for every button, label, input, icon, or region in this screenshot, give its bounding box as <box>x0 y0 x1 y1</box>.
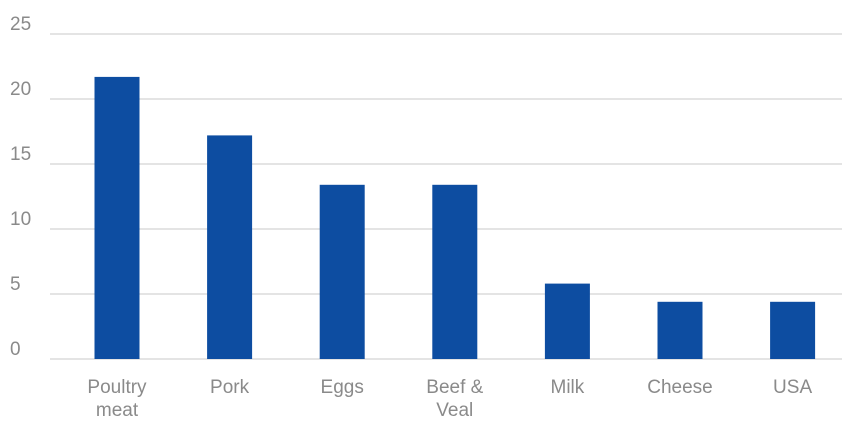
x-category-label-line: Veal <box>436 400 473 421</box>
x-category-label-line: Milk <box>551 377 585 398</box>
x-category-label: Eggs <box>321 377 364 398</box>
x-category-label-line: Pork <box>210 377 250 398</box>
x-category-label-line: Eggs <box>321 377 364 398</box>
bar <box>544 283 590 359</box>
bar <box>94 76 140 360</box>
x-category-label-line: Beef & <box>426 377 483 398</box>
x-category-label: Cheese <box>647 377 713 398</box>
bar <box>432 184 478 359</box>
y-tick-label: 5 <box>10 274 21 295</box>
x-category-label: USA <box>773 377 812 398</box>
bar <box>657 301 703 359</box>
bar <box>207 135 253 359</box>
bars <box>94 76 816 360</box>
x-category-label: Beef & Veal <box>426 377 483 421</box>
x-category-label-line: Poultry <box>87 377 147 398</box>
x-category-label: Pork <box>210 377 250 398</box>
x-category-label-line: USA <box>773 377 812 398</box>
x-category-label-line: Cheese <box>647 377 713 398</box>
x-category-label: Milk <box>551 377 585 398</box>
y-tick-label: 10 <box>10 209 31 230</box>
bar <box>770 301 816 359</box>
x-category-label-line: meat <box>96 400 139 421</box>
x-category-label: Poultry meat <box>87 377 147 421</box>
x-axis-category-labels: Poultry meat Pork Eggs Beef & Veal Milk Cheese U… <box>87 377 812 421</box>
y-tick-label: 20 <box>10 79 31 100</box>
y-axis-tick-labels: 0 5 10 15 20 25 <box>10 14 31 360</box>
y-tick-label: 0 <box>10 339 21 360</box>
bar <box>319 184 365 359</box>
y-tick-label: 15 <box>10 144 31 165</box>
y-tick-label: 25 <box>10 14 31 35</box>
